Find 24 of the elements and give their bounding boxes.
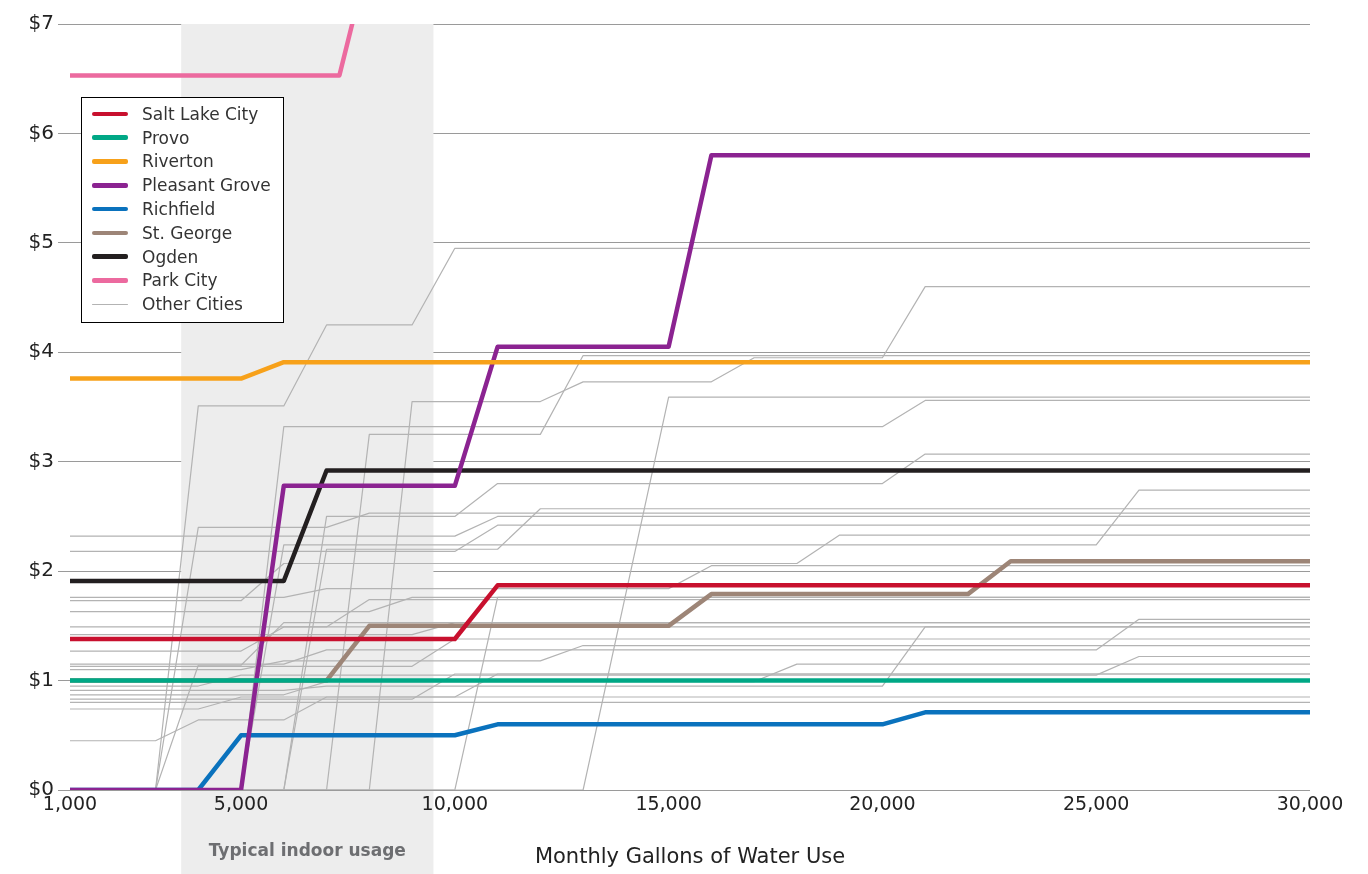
legend-label: Pleasant Grove [142,175,271,196]
y-tick-label: $6 [28,119,54,144]
legend-label: Park City [142,270,218,291]
y-tick-label: $1 [28,666,54,691]
band-label: Typical indoor usage [208,840,406,861]
x-tick-label: 15,000 [635,792,702,815]
y-tick-label: $5 [28,229,54,254]
x-axis-title: Monthly Gallons of Water Use [534,843,846,868]
legend-label: Ogden [142,246,199,267]
legend-label: Other Cities [142,294,243,315]
y-tick-label: $2 [28,557,54,582]
y-tick-label: $3 [28,447,54,472]
y-tick-label: $4 [28,338,54,363]
y-tick-label: $7 [28,10,54,35]
legend-label: Provo [142,127,190,148]
x-tick-label: 25,000 [1062,792,1130,815]
legend-label: Salt Lake City [142,103,259,124]
x-tick-label: 5,000 [213,792,269,815]
legend-label: St. George [142,222,233,243]
x-tick-label: 20,000 [849,792,916,815]
legend-label: Richfield [142,199,216,220]
legend-label: Riverton [142,151,214,172]
x-tick-label: 30,000 [1276,792,1344,815]
x-tick-label: 10,000 [421,792,489,815]
